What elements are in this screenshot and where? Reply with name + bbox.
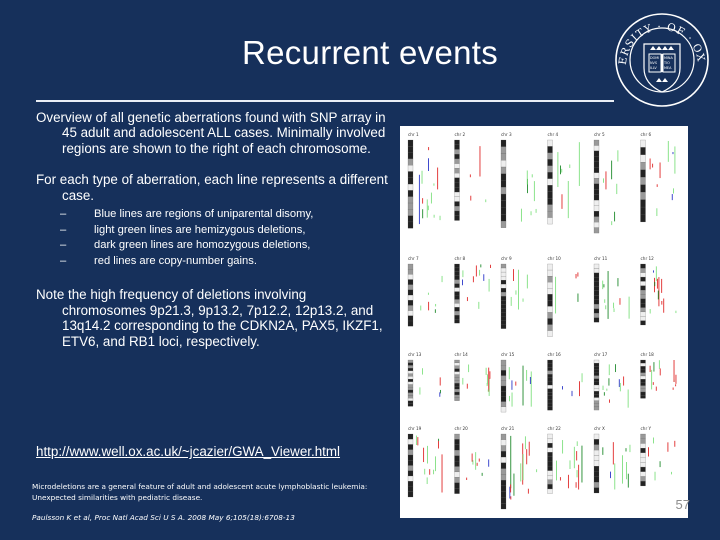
chromosome-ideogram	[640, 139, 646, 223]
chromosome-label: chr Y	[641, 426, 652, 431]
chromosome-ideogram	[547, 139, 553, 225]
deletion-note-paragraph: Note the high frequency of deletions inv…	[36, 287, 383, 349]
chromosome-label: chr 14	[455, 352, 469, 357]
chromosome-ideogram	[547, 359, 553, 411]
overview-paragraph: Overview of all genetic aberrations foun…	[36, 110, 386, 156]
list-item: – light green lines are hemizygous deleti…	[60, 223, 306, 236]
svg-text:DOMI: DOMI	[650, 56, 659, 60]
chromosome-label: chr 13	[408, 352, 422, 357]
chromosome-ideogram	[547, 433, 553, 494]
svg-text:MEA: MEA	[664, 66, 672, 70]
svg-text:UNIVERSITY · OF · OXFORD: UNIVERSITY · OF · OXFORD	[614, 12, 707, 66]
genome-viewer-link[interactable]: http://www.well.ox.ac.uk/~jcazier/GWA_Vi…	[36, 444, 341, 459]
chromosome-ideogram	[593, 359, 600, 411]
chromosome-label: chr 7	[408, 256, 419, 261]
title-divider	[36, 100, 614, 102]
chromosome-ideogram	[454, 263, 460, 324]
chromosome-ideogram	[407, 433, 414, 498]
chromosome-ideogram	[500, 359, 507, 413]
chromosome-ideogram	[454, 433, 460, 494]
chromosome-label: chr 10	[548, 256, 562, 261]
citation-reference: Paulsson K et al, Proc Natl Acad Sci U S…	[32, 513, 295, 522]
chromosome-label: chr 4	[548, 132, 559, 137]
chromosome-ideogram	[454, 139, 460, 221]
chromosome-label: chr 2	[455, 132, 466, 137]
chromosome-label: chr 11	[594, 256, 608, 261]
chromosome-label: chr 20	[455, 426, 469, 431]
chromosome-ideogram	[500, 433, 507, 510]
svg-text:ILLV: ILLV	[650, 66, 657, 70]
citation-title: Microdeletions are a general feature of …	[32, 482, 368, 502]
chromosome-ideogram	[407, 139, 414, 229]
chromosome-label: chr 15	[501, 352, 515, 357]
chromosome-label: chr 9	[501, 256, 512, 261]
svg-text:NVS: NVS	[650, 61, 657, 65]
list-item: – dark green lines are homozygous deletio…	[60, 239, 311, 252]
svg-text:MINA: MINA	[664, 56, 673, 60]
slide-body: Overview of all genetic aberrations foun…	[36, 110, 388, 349]
chromosome-label: chr 22	[548, 426, 562, 431]
chromosome-ideogram	[593, 263, 600, 323]
svg-text:TIO: TIO	[663, 61, 670, 65]
chromosome-label: chr 6	[641, 132, 652, 137]
chromosome-ideogram	[454, 359, 460, 401]
chromosome-label: chr X	[594, 426, 605, 431]
chromosome-ideogram	[593, 433, 600, 494]
oxford-crest-logo: UNIVERSITY · OF · OXFORD DOMI NVS ILLV M…	[614, 12, 709, 107]
chromosome-label: chr 3	[501, 132, 512, 137]
chromosome-label: chr 8	[455, 256, 466, 261]
list-item: – red lines are copy-number gains.	[60, 254, 257, 267]
chromosome-ideogram	[593, 139, 600, 234]
chromosome-ideogram	[640, 433, 646, 487]
chromosome-label: chr 21	[501, 426, 515, 431]
chromosome-ideogram	[407, 359, 414, 407]
chromosome-label: chr 1	[408, 132, 419, 137]
legend-bullet-list: – Blue lines are regions of uniparental d…	[36, 207, 388, 269]
chromosome-label: chr 16	[548, 352, 562, 357]
chromosome-ideogram	[640, 359, 646, 399]
page-number: 57	[675, 497, 690, 512]
chromosome-ideogram	[407, 263, 414, 327]
chromosome-label: chr 12	[641, 256, 655, 261]
list-item: – Blue lines are regions of uniparental d…	[60, 208, 314, 221]
chromosome-aberration-figure: chr 1 chr 2 chr 3 chr 4 chr 5 chr 6 chr 7 chr 8…	[400, 126, 688, 518]
chromosome-label: chr 18	[641, 352, 655, 357]
chromosome-label: chr 17	[594, 352, 608, 357]
chromosome-label: chr 19	[408, 426, 422, 431]
chromosome-label: chr 5	[594, 132, 605, 137]
aberration-paragraph: For each type of aberration, each line r…	[36, 172, 388, 203]
chromosome-ideogram	[500, 139, 507, 228]
chromosome-ideogram	[547, 263, 553, 337]
crest-lettering: UNIVERSITY · OF · OXFORD	[614, 12, 706, 66]
slide-title: Recurrent events	[241, 34, 499, 71]
chromosome-ideogram	[500, 263, 507, 329]
chromosome-ideogram	[640, 263, 646, 326]
